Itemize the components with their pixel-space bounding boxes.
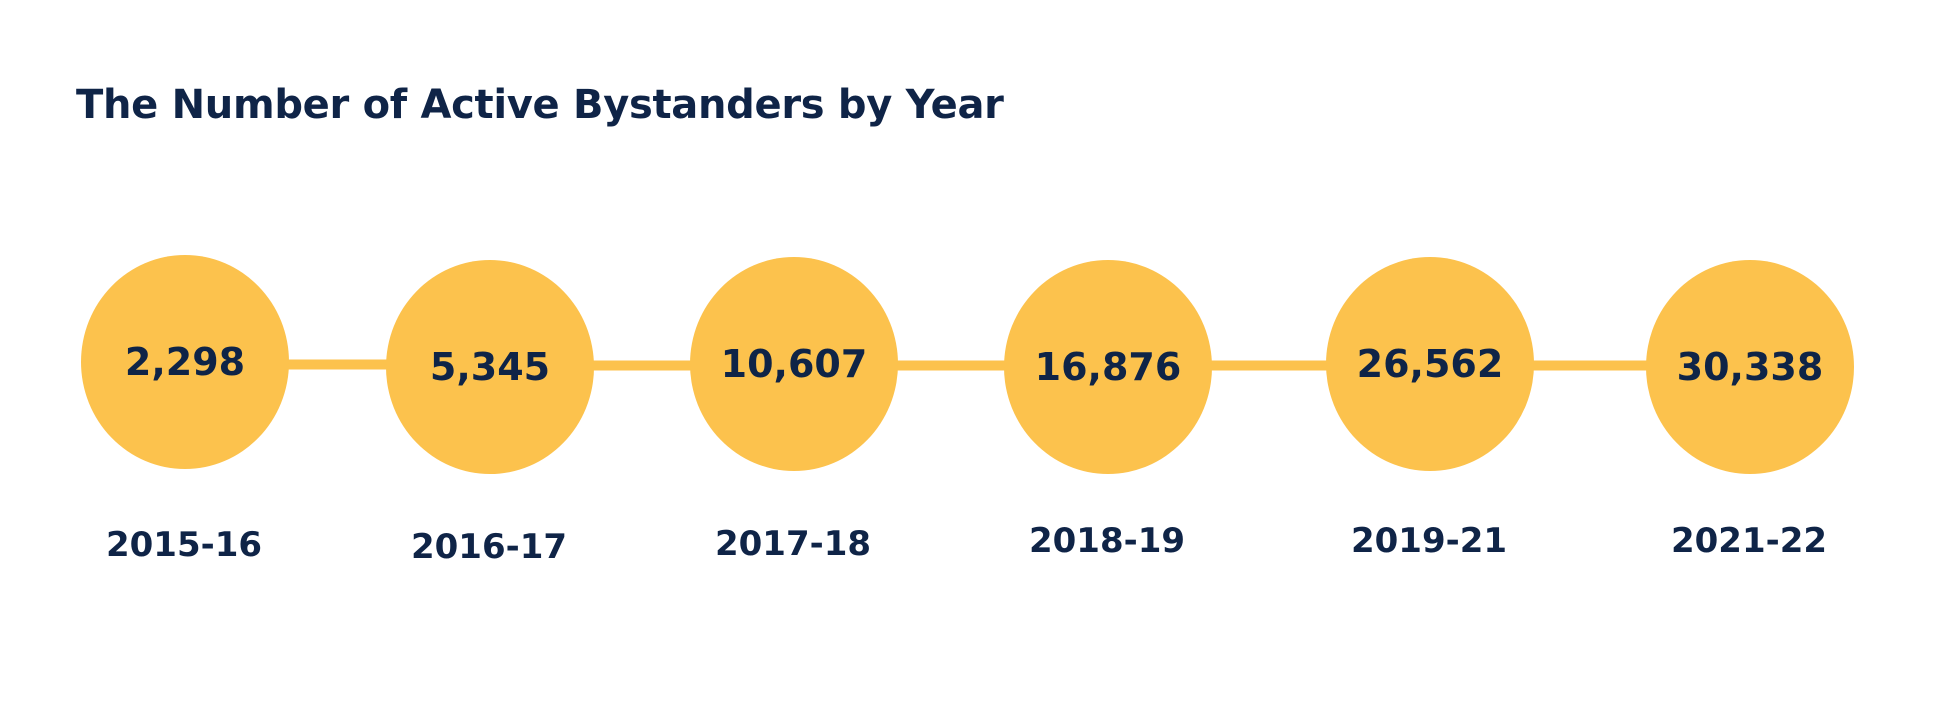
value-circle: [81, 255, 289, 469]
value-circle: [690, 257, 898, 471]
connector-line: [1208, 360, 1330, 371]
year-label: 2021-22: [1671, 521, 1827, 561]
year-label: 2016-17: [411, 527, 567, 567]
value-circle: [386, 260, 594, 474]
connector-line: [894, 360, 1008, 371]
timeline-node: 26,562 2019-21: [1326, 257, 1534, 561]
connector-line: [285, 359, 390, 370]
timeline-node: 16,876 2018-19: [1004, 260, 1212, 561]
timeline-node: 5,345 2016-17: [386, 260, 594, 567]
timeline-node: 10,607 2017-18: [690, 257, 898, 564]
timeline-node: 30,338 2021-22: [1646, 260, 1854, 561]
value-circle: [1326, 257, 1534, 471]
value-label: 10,607: [721, 342, 868, 386]
value-label: 26,562: [1357, 342, 1504, 386]
value-circle: [1004, 260, 1212, 474]
connector-line: [1530, 360, 1650, 371]
value-label: 2,298: [125, 340, 245, 384]
year-label: 2019-21: [1351, 521, 1507, 561]
year-label: 2018-19: [1029, 521, 1185, 561]
timeline-node: 2,298 2015-16: [81, 255, 289, 565]
value-label: 5,345: [430, 345, 550, 389]
chart-title: The Number of Active Bystanders by Year: [76, 82, 1004, 128]
value-label: 30,338: [1677, 345, 1824, 389]
value-label: 16,876: [1035, 345, 1182, 389]
year-label: 2015-16: [106, 525, 262, 565]
year-label: 2017-18: [715, 524, 871, 564]
value-circle: [1646, 260, 1854, 474]
connector-line: [590, 360, 694, 371]
